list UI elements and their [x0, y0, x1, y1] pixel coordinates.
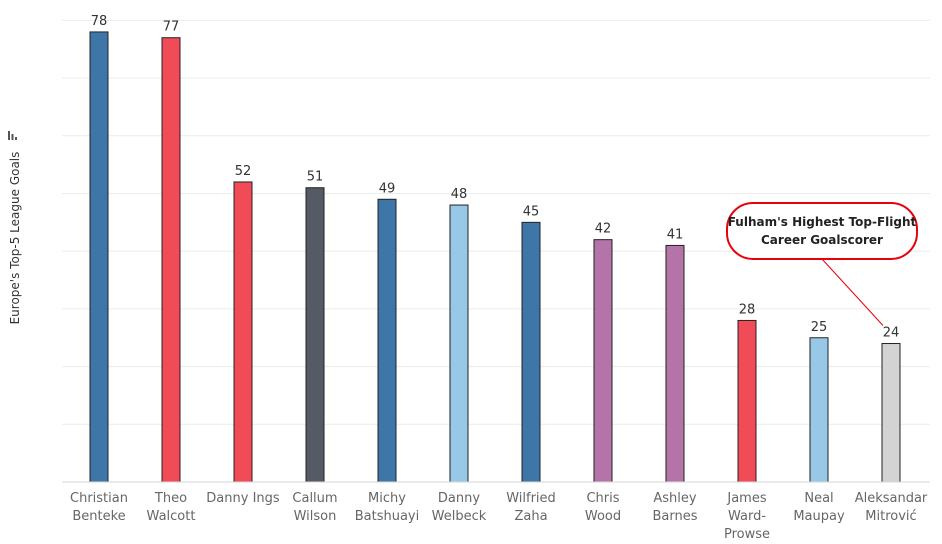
- bar[interactable]: [161, 37, 181, 483]
- bar[interactable]: [593, 239, 613, 483]
- sort-icon[interactable]: [8, 131, 17, 140]
- bar[interactable]: [521, 221, 541, 483]
- category-labels: Christian Benteke Theo Walcott Danny Ings Cal…: [70, 491, 928, 542]
- value-label: 42: [595, 222, 612, 237]
- y-axis-title: Europe's Top-5 League Goals: [8, 152, 22, 325]
- category-label: Christian Benteke: [70, 491, 128, 524]
- value-label: 51: [307, 170, 324, 185]
- category-label: James Ward-Prowse: [724, 491, 770, 542]
- bar[interactable]: [305, 187, 325, 483]
- bar[interactable]: [809, 337, 829, 483]
- bar[interactable]: [377, 198, 397, 483]
- bar[interactable]: [89, 31, 109, 483]
- category-label: Danny Welbeck: [432, 491, 487, 524]
- value-label: 28: [739, 302, 756, 317]
- category-label: Theo Walcott: [147, 491, 196, 524]
- category-label: Aleksandar Mitrović: [855, 491, 928, 524]
- value-label: 25: [811, 320, 828, 335]
- bar[interactable]: [737, 319, 757, 483]
- value-label: 52: [235, 164, 252, 179]
- value-label: 49: [379, 181, 396, 196]
- value-label: 45: [523, 204, 540, 219]
- category-label: Michy Batshuayi: [355, 491, 420, 524]
- grid-lines: [62, 19, 930, 425]
- value-labels: 78 77 52 51 49 48 45 42 41 28 25 24: [91, 14, 900, 341]
- category-label: Neal Maupay: [793, 491, 845, 524]
- bar[interactable]: [449, 204, 469, 483]
- callout-box: [726, 202, 918, 260]
- category-label: Wilfried Zaha: [506, 491, 556, 524]
- category-label: Chris Wood: [585, 491, 621, 524]
- value-label: 78: [91, 14, 108, 29]
- category-label: Ashley Barnes: [652, 491, 697, 524]
- category-label: Callum Wilson: [292, 491, 337, 524]
- value-label: 77: [163, 20, 180, 35]
- value-label: 24: [883, 326, 900, 341]
- bar[interactable]: [233, 181, 253, 483]
- bar[interactable]: [881, 343, 901, 483]
- value-label: 48: [451, 187, 468, 202]
- value-label: 41: [667, 227, 684, 242]
- callout-text: Fulham's Highest Top-Flight Career Goalsc…: [728, 215, 917, 247]
- callout-leader-line: [821, 258, 884, 326]
- annotation-callout: Fulham's Highest Top-Flight Career Goalsc…: [726, 202, 918, 326]
- bar[interactable]: [665, 244, 685, 483]
- category-label: Danny Ings: [206, 491, 280, 506]
